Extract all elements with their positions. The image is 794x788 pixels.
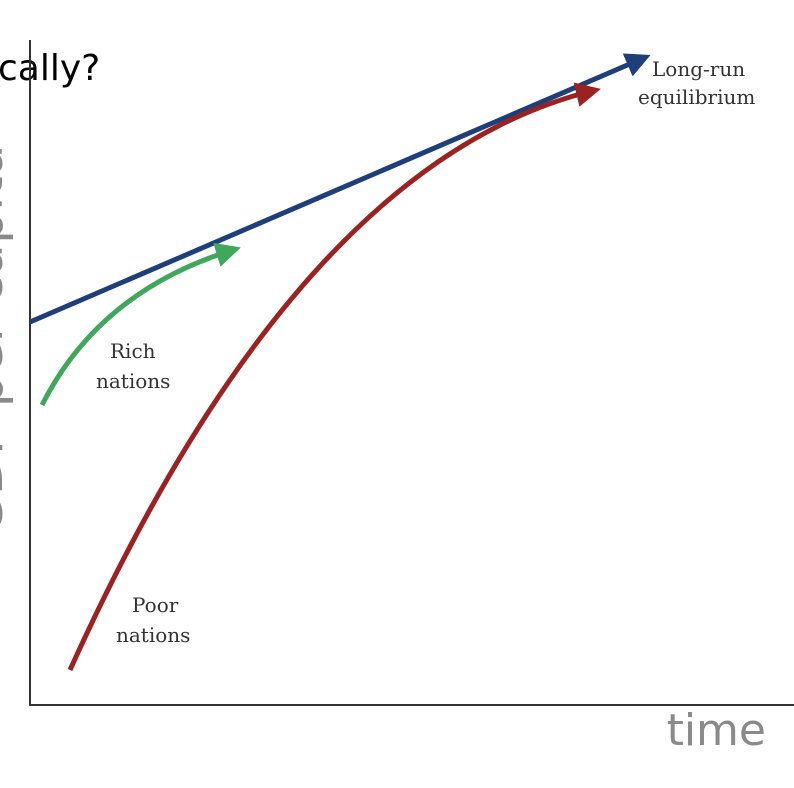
long-run-label: equilibrium [638,85,755,109]
slide-title: cally? [0,48,100,89]
rich-label: Rich [110,339,156,363]
poor-label: nations [116,623,190,647]
poor-curve [67,82,601,672]
x-axis-label: time [667,705,766,756]
rich-curve [39,242,241,407]
rich-label: nations [96,369,170,393]
poor-label: Poor [132,593,179,617]
long-run-line [29,53,651,325]
long-run-label: Long-run [652,57,745,81]
y-axis-label: GDP per capita [0,144,15,535]
